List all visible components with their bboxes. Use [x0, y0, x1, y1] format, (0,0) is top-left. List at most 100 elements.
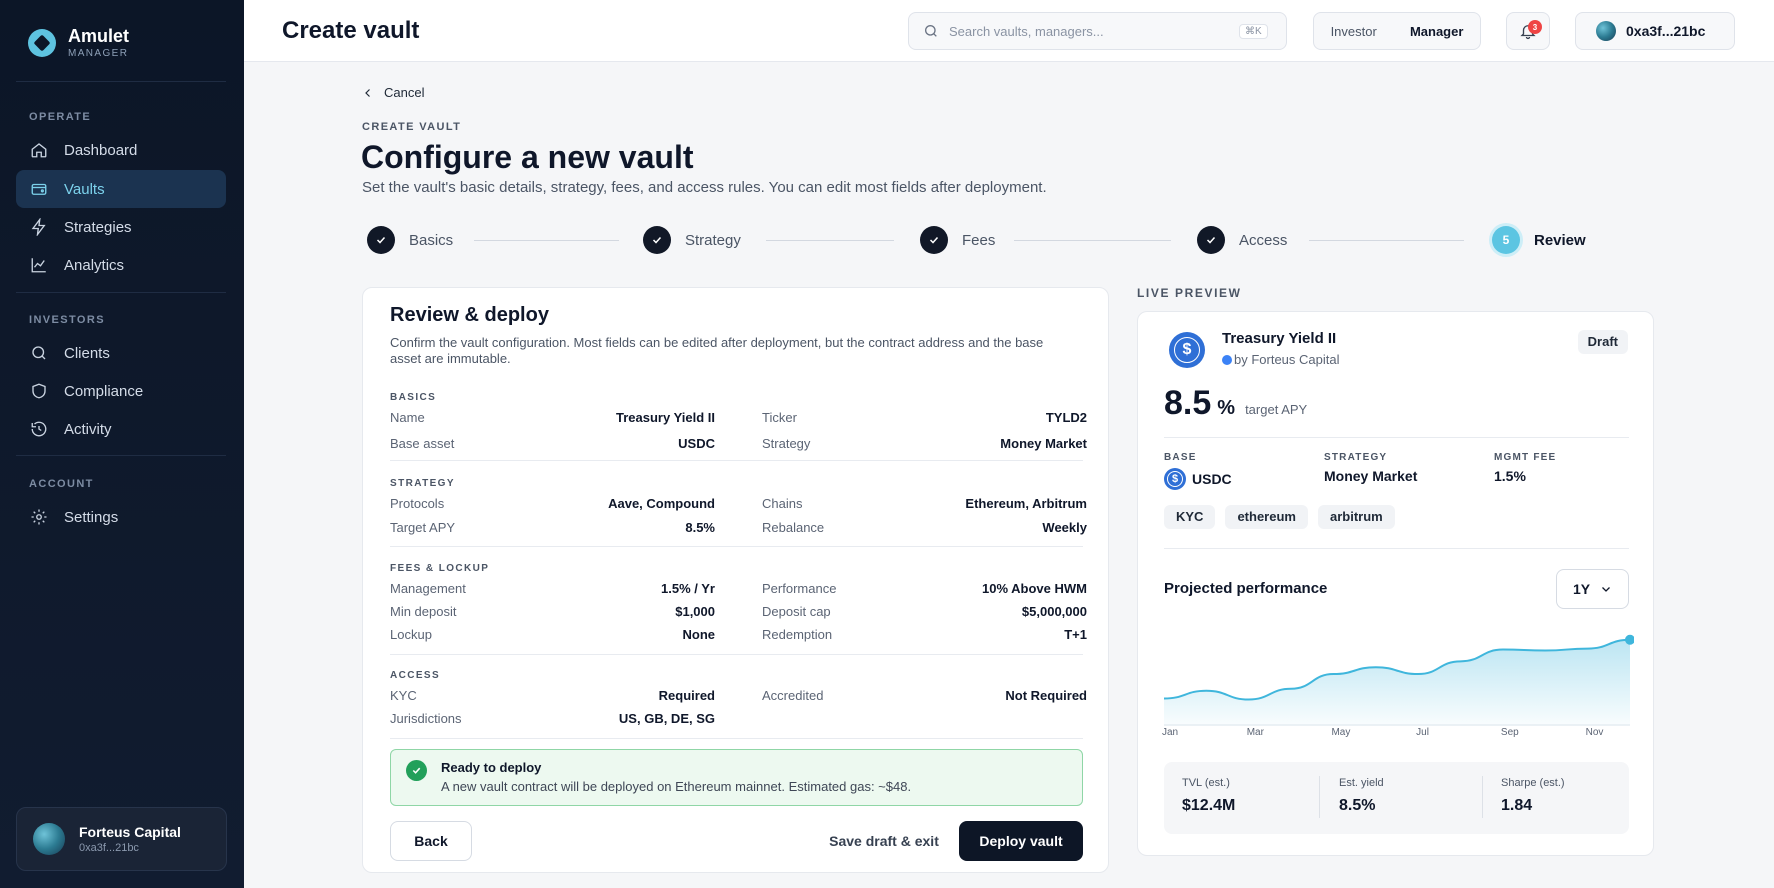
notifications-button[interactable]: 3	[1506, 12, 1550, 50]
step-label: Fees	[962, 231, 996, 249]
wallet-address: 0xa3f...21bc	[1626, 23, 1706, 39]
usdc-coin-icon: $	[1169, 332, 1205, 368]
review-title: Review & deploy	[390, 304, 549, 326]
sidebar-item-activity[interactable]: Activity	[16, 410, 226, 448]
period-select[interactable]: 1Y	[1556, 569, 1629, 609]
mgmt-fee-label: MGMT FEE	[1494, 452, 1557, 463]
summary-row: Protocols Aave, Compound	[390, 496, 715, 511]
step-fees[interactable]: Fees	[920, 226, 995, 254]
search-shortcut: ⌘K	[1239, 23, 1268, 39]
brand-subtitle: MANAGER	[68, 48, 129, 59]
period-value: 1Y	[1572, 581, 1591, 597]
sidebar: Amulet MANAGER OPERATE Dashboard Vaults …	[0, 0, 244, 888]
sidebar-item-label: Vaults	[64, 180, 105, 198]
sidebar-item-strategies[interactable]: Strategies	[16, 208, 226, 246]
summary-row: Management 1.5% / Yr	[390, 581, 715, 596]
summary-row: Chains Ethereum, Arbitrum	[762, 496, 1087, 511]
strategy-label: STRATEGY	[1324, 452, 1388, 463]
brand[interactable]: Amulet MANAGER	[28, 26, 129, 59]
step-basics[interactable]: Basics	[367, 226, 453, 254]
section-access-label: ACCESS	[390, 670, 441, 681]
summary-row: Accredited Not Required	[762, 688, 1087, 703]
role-toggle: Investor Manager	[1313, 12, 1481, 50]
save-draft-button[interactable]: Save draft & exit	[809, 821, 959, 861]
section-investors: INVESTORS	[29, 314, 105, 326]
summary-row: Min deposit $1,000	[390, 604, 715, 619]
step-review[interactable]: 5 Review	[1492, 226, 1586, 254]
role-manager[interactable]: Manager	[1409, 23, 1464, 39]
chart-line-icon	[31, 258, 46, 273]
wallet-icon	[31, 183, 47, 195]
chart-area	[1164, 639, 1630, 726]
summary-row: Base asset USDC	[390, 436, 715, 451]
vault-tags: KYC ethereum arbitrum	[1164, 505, 1405, 529]
base-label: BASE	[1164, 452, 1197, 463]
amulet-logo-icon	[28, 28, 56, 57]
wallet-button[interactable]: 0xa3f...21bc	[1575, 12, 1735, 50]
stat-yield: Est. yield 8.5%	[1339, 777, 1384, 814]
brand-name: Amulet	[68, 26, 130, 46]
chart-line	[1163, 638, 1631, 701]
tag-chip: ethereum	[1225, 505, 1308, 529]
search-icon	[925, 25, 937, 37]
step-connector	[474, 240, 619, 241]
base-value: USDC	[1192, 471, 1232, 487]
step-label: Access	[1239, 231, 1288, 249]
vault-name: Treasury Yield II	[1222, 330, 1337, 347]
review-description: Confirm the vault configuration. Most fi…	[390, 335, 1044, 366]
step-access[interactable]: Access	[1197, 226, 1287, 254]
apy-value: 8.5	[1164, 384, 1212, 422]
status-badge: Draft	[1577, 330, 1628, 354]
sidebar-item-dashboard[interactable]: Dashboard	[16, 131, 226, 169]
back-button[interactable]: Back	[390, 821, 472, 861]
sidebar-item-settings[interactable]: Settings	[16, 498, 226, 536]
sidebar-item-compliance[interactable]: Compliance	[16, 372, 226, 410]
x-tick-label: Jul	[1416, 727, 1429, 738]
stats-panel: TVL (est.) $12.4M Est. yield 8.5% Sharpe…	[1164, 762, 1629, 834]
org-switcher[interactable]: Forteus Capital 0xa3f...21bc	[16, 807, 227, 871]
sidebar-item-analytics[interactable]: Analytics	[16, 246, 226, 284]
sidebar-item-vaults[interactable]: Vaults	[16, 170, 226, 208]
deploy-notice-title: Ready to deploy	[441, 760, 542, 775]
step-strategy[interactable]: Strategy	[643, 226, 741, 254]
summary-row: KYC Required	[390, 688, 715, 703]
summary-row: Rebalance Weekly	[762, 520, 1087, 535]
cancel-label: Cancel	[384, 85, 425, 100]
top-bar: Create vault ⌘K Investor Manager 3 0xa3f…	[244, 0, 1774, 62]
chevron-down-icon	[1602, 587, 1611, 592]
org-address: 0xa3f...21bc	[79, 842, 139, 854]
role-investor[interactable]: Investor	[1330, 23, 1377, 39]
section-divider	[390, 546, 1083, 547]
summary-row: Jurisdictions US, GB, DE, SG	[390, 711, 715, 726]
apy-label: target APY	[1245, 402, 1308, 417]
cancel-link[interactable]: Cancel	[362, 85, 424, 100]
chart-end-point	[1625, 634, 1634, 645]
bolt-icon	[31, 218, 46, 236]
search-input[interactable]	[949, 23, 1239, 39]
step-label: Review	[1534, 231, 1586, 249]
stat-divider	[1319, 776, 1320, 818]
tag-chip: arbitrum	[1317, 505, 1395, 529]
x-tick-label: Mar	[1246, 727, 1264, 738]
preview-divider	[1164, 437, 1629, 438]
x-tick-label: Sep	[1500, 727, 1519, 738]
section-strategy-label: STRATEGY	[390, 478, 455, 489]
chevron-left-icon	[365, 88, 370, 97]
stat-sharpe: Sharpe (est.) 1.84	[1501, 777, 1565, 814]
sidebar-item-clients[interactable]: Clients	[16, 334, 226, 372]
target-apy: 8.5 % target APY	[1164, 384, 1307, 423]
manager-dot-icon	[1222, 354, 1232, 365]
step-number: 5	[1492, 226, 1520, 254]
summary-row: Lockup None	[390, 627, 715, 642]
notification-badge: 3	[1528, 20, 1542, 34]
gear-icon	[31, 509, 47, 525]
summary-row: Redemption T+1	[762, 627, 1087, 642]
section-divider	[390, 654, 1083, 655]
check-icon	[643, 226, 671, 254]
search-box[interactable]: ⌘K	[908, 12, 1287, 50]
stat-tvl: TVL (est.) $12.4M	[1182, 777, 1236, 814]
performance-chart	[1163, 634, 1634, 726]
deploy-vault-button[interactable]: Deploy vault	[959, 821, 1083, 861]
tag-chip: KYC	[1164, 505, 1216, 529]
deploy-notice-text: A new vault contract will be deployed on…	[441, 779, 912, 794]
